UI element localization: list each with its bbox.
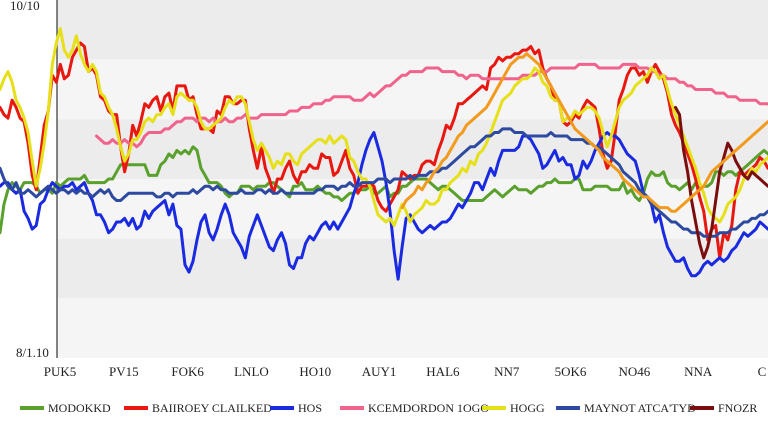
grid-band — [57, 298, 768, 358]
legend-item: HOS — [270, 401, 322, 415]
legend-label: KCEMDORDON 1OGO — [368, 401, 489, 415]
x-tick-label: NNA — [684, 364, 713, 379]
legend-item: MODOKKD — [20, 401, 111, 415]
x-tick-label: C — [758, 364, 767, 379]
y-tick-label-top: 10/10 — [10, 0, 40, 13]
legend-label: MAYNOT ATCA'TYD — [584, 401, 696, 415]
legend-item: FNOZR — [690, 401, 757, 415]
grid-band — [57, 238, 768, 299]
series-line-3 — [95, 62, 768, 149]
legend-item: BAIIROEY CLAILKED — [124, 401, 272, 415]
x-tick-label: NO46 — [618, 364, 650, 379]
x-tick-labels: PUK5 PV15 FOK6 LNLO HO10 AUY1 HAL6 NN7 5OK6 NO46 N… — [44, 364, 767, 379]
legend-item: MAYNOT ATCA'TYD — [556, 401, 696, 415]
legend-item: HOGG — [482, 401, 545, 415]
legend-label: FNOZR — [718, 401, 757, 415]
x-tick-label: PV15 — [109, 364, 139, 379]
x-tick-label: FOK6 — [171, 364, 204, 379]
series-line-2 — [0, 131, 768, 281]
legend-item: KCEMDORDON 1OGO — [340, 401, 489, 415]
x-tick-label: HAL6 — [426, 364, 460, 379]
x-tick-label: LNLO — [234, 364, 269, 379]
legend-label: HOS — [298, 401, 322, 415]
grid-band — [57, 179, 768, 239]
x-tick-label: HO10 — [299, 364, 331, 379]
y-tick-label-bottom: 8/1.10 — [16, 345, 49, 360]
grid-band — [57, 119, 768, 179]
legend-label: MODOKKD — [48, 401, 111, 415]
series-line-0 — [0, 145, 768, 235]
series-line-5 — [0, 127, 768, 238]
legend-label: HOGG — [510, 401, 545, 415]
x-tick-label: NN7 — [494, 364, 520, 379]
series-layer — [0, 27, 768, 281]
x-tick-label: AUY1 — [362, 364, 397, 379]
series-line-4 — [0, 27, 768, 227]
legend-label: BAIIROEY CLAILKED — [152, 401, 272, 415]
series-line-7 — [400, 52, 768, 213]
legend: MODOKKD BAIIROEY CLAILKED HOS KCEMDORDON 1O… — [20, 401, 757, 415]
grid-band — [57, 0, 768, 60]
x-tick-label: 5OK6 — [555, 364, 587, 379]
x-tick-label: PUK5 — [44, 364, 77, 379]
